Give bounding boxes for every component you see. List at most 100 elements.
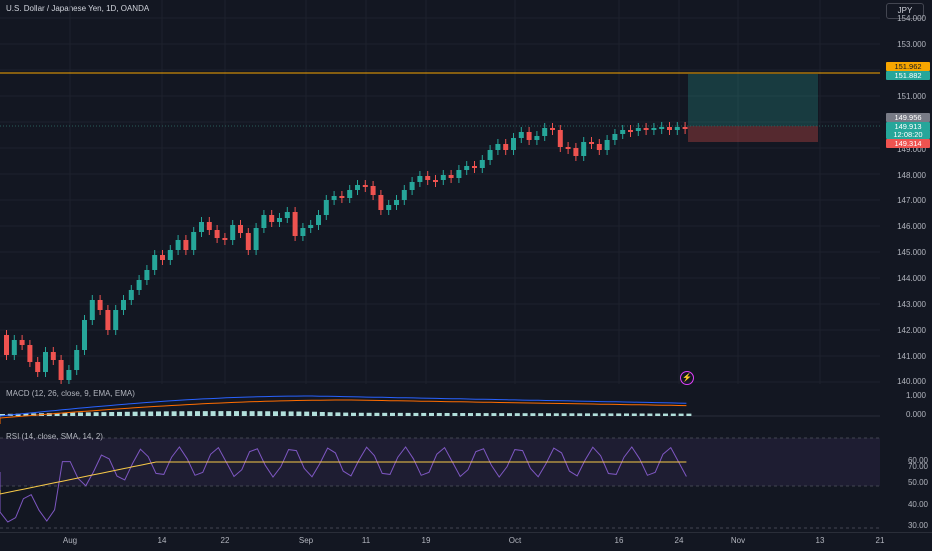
candle	[495, 144, 501, 150]
lightning-icon[interactable]: ⚡	[680, 371, 694, 385]
time-tick: 14	[157, 536, 167, 545]
macd-histogram-bar	[475, 413, 481, 416]
macd-histogram-bar	[530, 413, 536, 416]
candle	[136, 280, 142, 290]
macd-histogram-bar	[101, 412, 107, 416]
price-tick: 146.000	[897, 222, 926, 231]
macd-histogram-bar	[15, 413, 21, 416]
macd-histogram-bar	[522, 413, 528, 416]
macd-histogram-bar	[54, 412, 60, 416]
rsi-pane[interactable]	[0, 432, 880, 532]
candle	[550, 128, 555, 130]
candle	[565, 147, 571, 149]
candle	[682, 127, 688, 129]
macd-histogram-bar	[202, 411, 208, 416]
chart-title: U.S. Dollar / Japanese Yen, 1D, OANDA	[6, 4, 150, 13]
macd-histogram-bar	[78, 412, 83, 416]
price-chart[interactable]	[0, 0, 880, 384]
candle	[50, 352, 56, 360]
macd-histogram-bar	[585, 413, 590, 416]
candle	[121, 300, 126, 310]
candle	[144, 270, 150, 280]
time-tick: 11	[361, 536, 371, 545]
price-tick: 148.000	[897, 171, 926, 180]
candle	[409, 182, 415, 190]
macd-histogram-bar	[358, 412, 364, 416]
macd-histogram-bar	[444, 412, 450, 416]
macd-histogram-bar	[124, 411, 130, 416]
macd-histogram-bar	[132, 411, 138, 416]
macd-histogram-bar	[312, 411, 317, 416]
candle	[89, 300, 95, 320]
candle	[479, 160, 485, 168]
time-axis[interactable]: Aug 14 22 Sep 11 19 Oct 16 24 Nov 13 21	[0, 532, 932, 551]
price-tick: 144.000	[897, 274, 926, 283]
candle	[160, 255, 165, 260]
candle	[292, 212, 298, 236]
macd-histogram-bar	[413, 412, 419, 416]
time-tick: 19	[421, 536, 431, 545]
candle	[19, 340, 25, 345]
macd-pane[interactable]	[0, 386, 880, 430]
time-tick: Aug	[62, 536, 78, 545]
macd-histogram-bar	[288, 411, 294, 416]
macd-histogram-bar	[319, 411, 325, 416]
rsi-tick: 30.00	[907, 521, 928, 530]
candle	[308, 225, 314, 228]
price-tick: 149.000	[897, 145, 926, 154]
candle	[487, 150, 493, 160]
candle	[245, 233, 251, 250]
time-tick: 13	[815, 536, 825, 545]
price-tick: 145.000	[897, 248, 926, 257]
macd-histogram-bar	[397, 412, 403, 416]
target-zone	[688, 74, 818, 126]
macd-histogram-bar	[257, 411, 263, 416]
rsi-tick: 50.00	[907, 478, 928, 487]
candle	[534, 136, 540, 140]
time-tick: 22	[220, 536, 230, 545]
macd-histogram-bar	[538, 413, 544, 416]
macd-histogram-bar	[171, 411, 177, 416]
candle	[659, 127, 665, 129]
time-tick: 24	[674, 536, 684, 545]
candle	[128, 290, 134, 300]
price-tick: 142.000	[897, 326, 926, 335]
macd-histogram-bar	[507, 413, 512, 416]
price-tick: 141.000	[897, 352, 926, 361]
candle	[612, 134, 618, 140]
macd-histogram-bar	[561, 413, 567, 416]
candle	[191, 232, 197, 250]
candle	[277, 218, 282, 222]
macd-histogram-bar	[109, 412, 115, 416]
macd-histogram-bar	[390, 412, 395, 416]
macd-histogram-bar	[569, 413, 575, 416]
currency-badge[interactable]: JPY	[886, 3, 924, 19]
macd-histogram-bar	[452, 413, 458, 416]
rsi-tick: 60.00	[907, 456, 928, 465]
price-tick: 153.000	[897, 40, 926, 49]
target-price-label: 151.882	[886, 71, 930, 80]
candle	[206, 222, 212, 230]
macd-histogram-bar	[592, 413, 598, 416]
candle	[394, 200, 399, 205]
macd-tick: 0.000	[905, 410, 926, 419]
candle	[573, 148, 579, 156]
candle	[448, 175, 454, 178]
macd-histogram-bar	[226, 411, 232, 416]
candle	[167, 250, 173, 260]
macd-histogram-bar	[93, 412, 99, 416]
candle	[370, 186, 376, 195]
macd-histogram-bar	[553, 413, 559, 416]
candle	[284, 212, 290, 218]
candle	[300, 228, 306, 236]
macd-histogram-bar	[249, 411, 255, 416]
candle	[35, 362, 41, 372]
candle	[66, 370, 72, 380]
candle	[667, 127, 672, 130]
macd-histogram-bar	[655, 413, 661, 416]
candle	[4, 335, 9, 355]
price-axis[interactable]: 154.000 153.000 151.000 149.000 148.000 …	[880, 0, 932, 532]
candle	[261, 215, 267, 228]
candle	[472, 166, 477, 168]
macd-histogram-bar	[265, 411, 271, 416]
